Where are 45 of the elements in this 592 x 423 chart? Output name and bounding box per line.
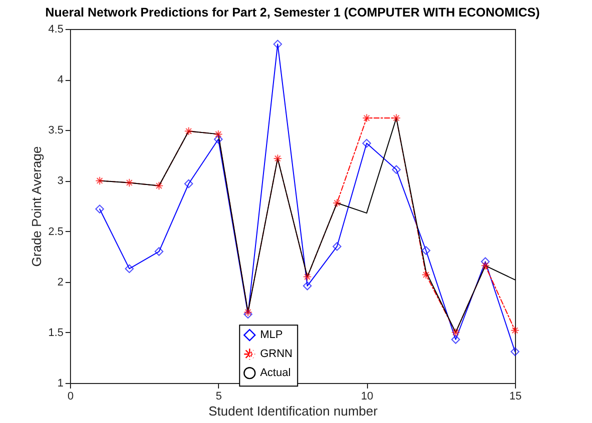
y-tick-label: 2 — [57, 276, 64, 288]
point — [392, 165, 401, 174]
point — [451, 328, 460, 337]
point — [451, 335, 460, 344]
y-tick-label: 1 — [57, 378, 64, 390]
point — [510, 347, 520, 356]
point — [480, 261, 490, 270]
y-tick-label: 3 — [57, 175, 64, 188]
point — [422, 270, 430, 280]
legend-label: MLP — [260, 329, 283, 342]
point — [332, 198, 342, 208]
y-tick-label: 4 — [57, 74, 64, 86]
point — [510, 326, 520, 335]
point — [332, 242, 342, 251]
y-tick-label: 1.5 — [48, 326, 64, 339]
point — [362, 114, 372, 122]
point — [154, 247, 164, 256]
point — [362, 138, 372, 148]
point — [124, 178, 134, 188]
point — [480, 257, 490, 266]
chart-title: Nueral Network Predictions for Part 2, Semester 1 (COMPUTER WITH ECONOMICS) — [45, 6, 540, 20]
point — [302, 272, 312, 282]
point — [184, 126, 194, 136]
y-axis-title: Grade Point Average — [29, 146, 44, 267]
x-tick-label: 5 — [216, 390, 222, 402]
point — [184, 179, 194, 188]
x-tick-label: 0 — [67, 390, 74, 402]
point — [154, 181, 164, 190]
point — [95, 204, 104, 214]
x-tick-label: 15 — [509, 390, 522, 402]
point — [273, 154, 282, 163]
point — [273, 40, 282, 49]
legend-label: Actual — [260, 367, 291, 380]
point — [214, 134, 223, 144]
point — [95, 176, 104, 186]
x-tick-label: 10 — [361, 390, 374, 402]
y-tick-label: 3.5 — [48, 124, 64, 137]
point — [422, 246, 430, 255]
x-axis-title: Student Identification number — [208, 404, 378, 418]
y-tick-label: 2.5 — [48, 226, 64, 238]
legend-label: GRNN — [260, 348, 293, 360]
point — [214, 130, 223, 139]
y-tick-label: 4.5 — [48, 24, 64, 36]
point — [124, 264, 134, 274]
point — [302, 282, 312, 290]
